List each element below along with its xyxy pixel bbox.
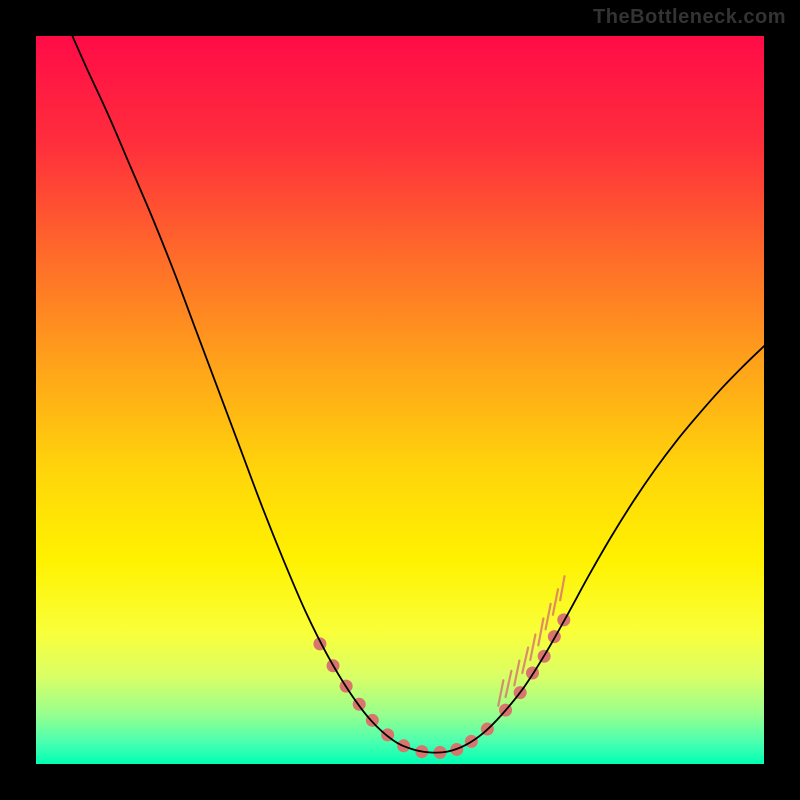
plot-svg [36, 36, 764, 764]
watermark-text: TheBottleneck.com [593, 6, 786, 29]
plot-area [36, 36, 764, 764]
chart-container: TheBottleneck.com [0, 0, 800, 800]
plot-background [36, 36, 764, 764]
